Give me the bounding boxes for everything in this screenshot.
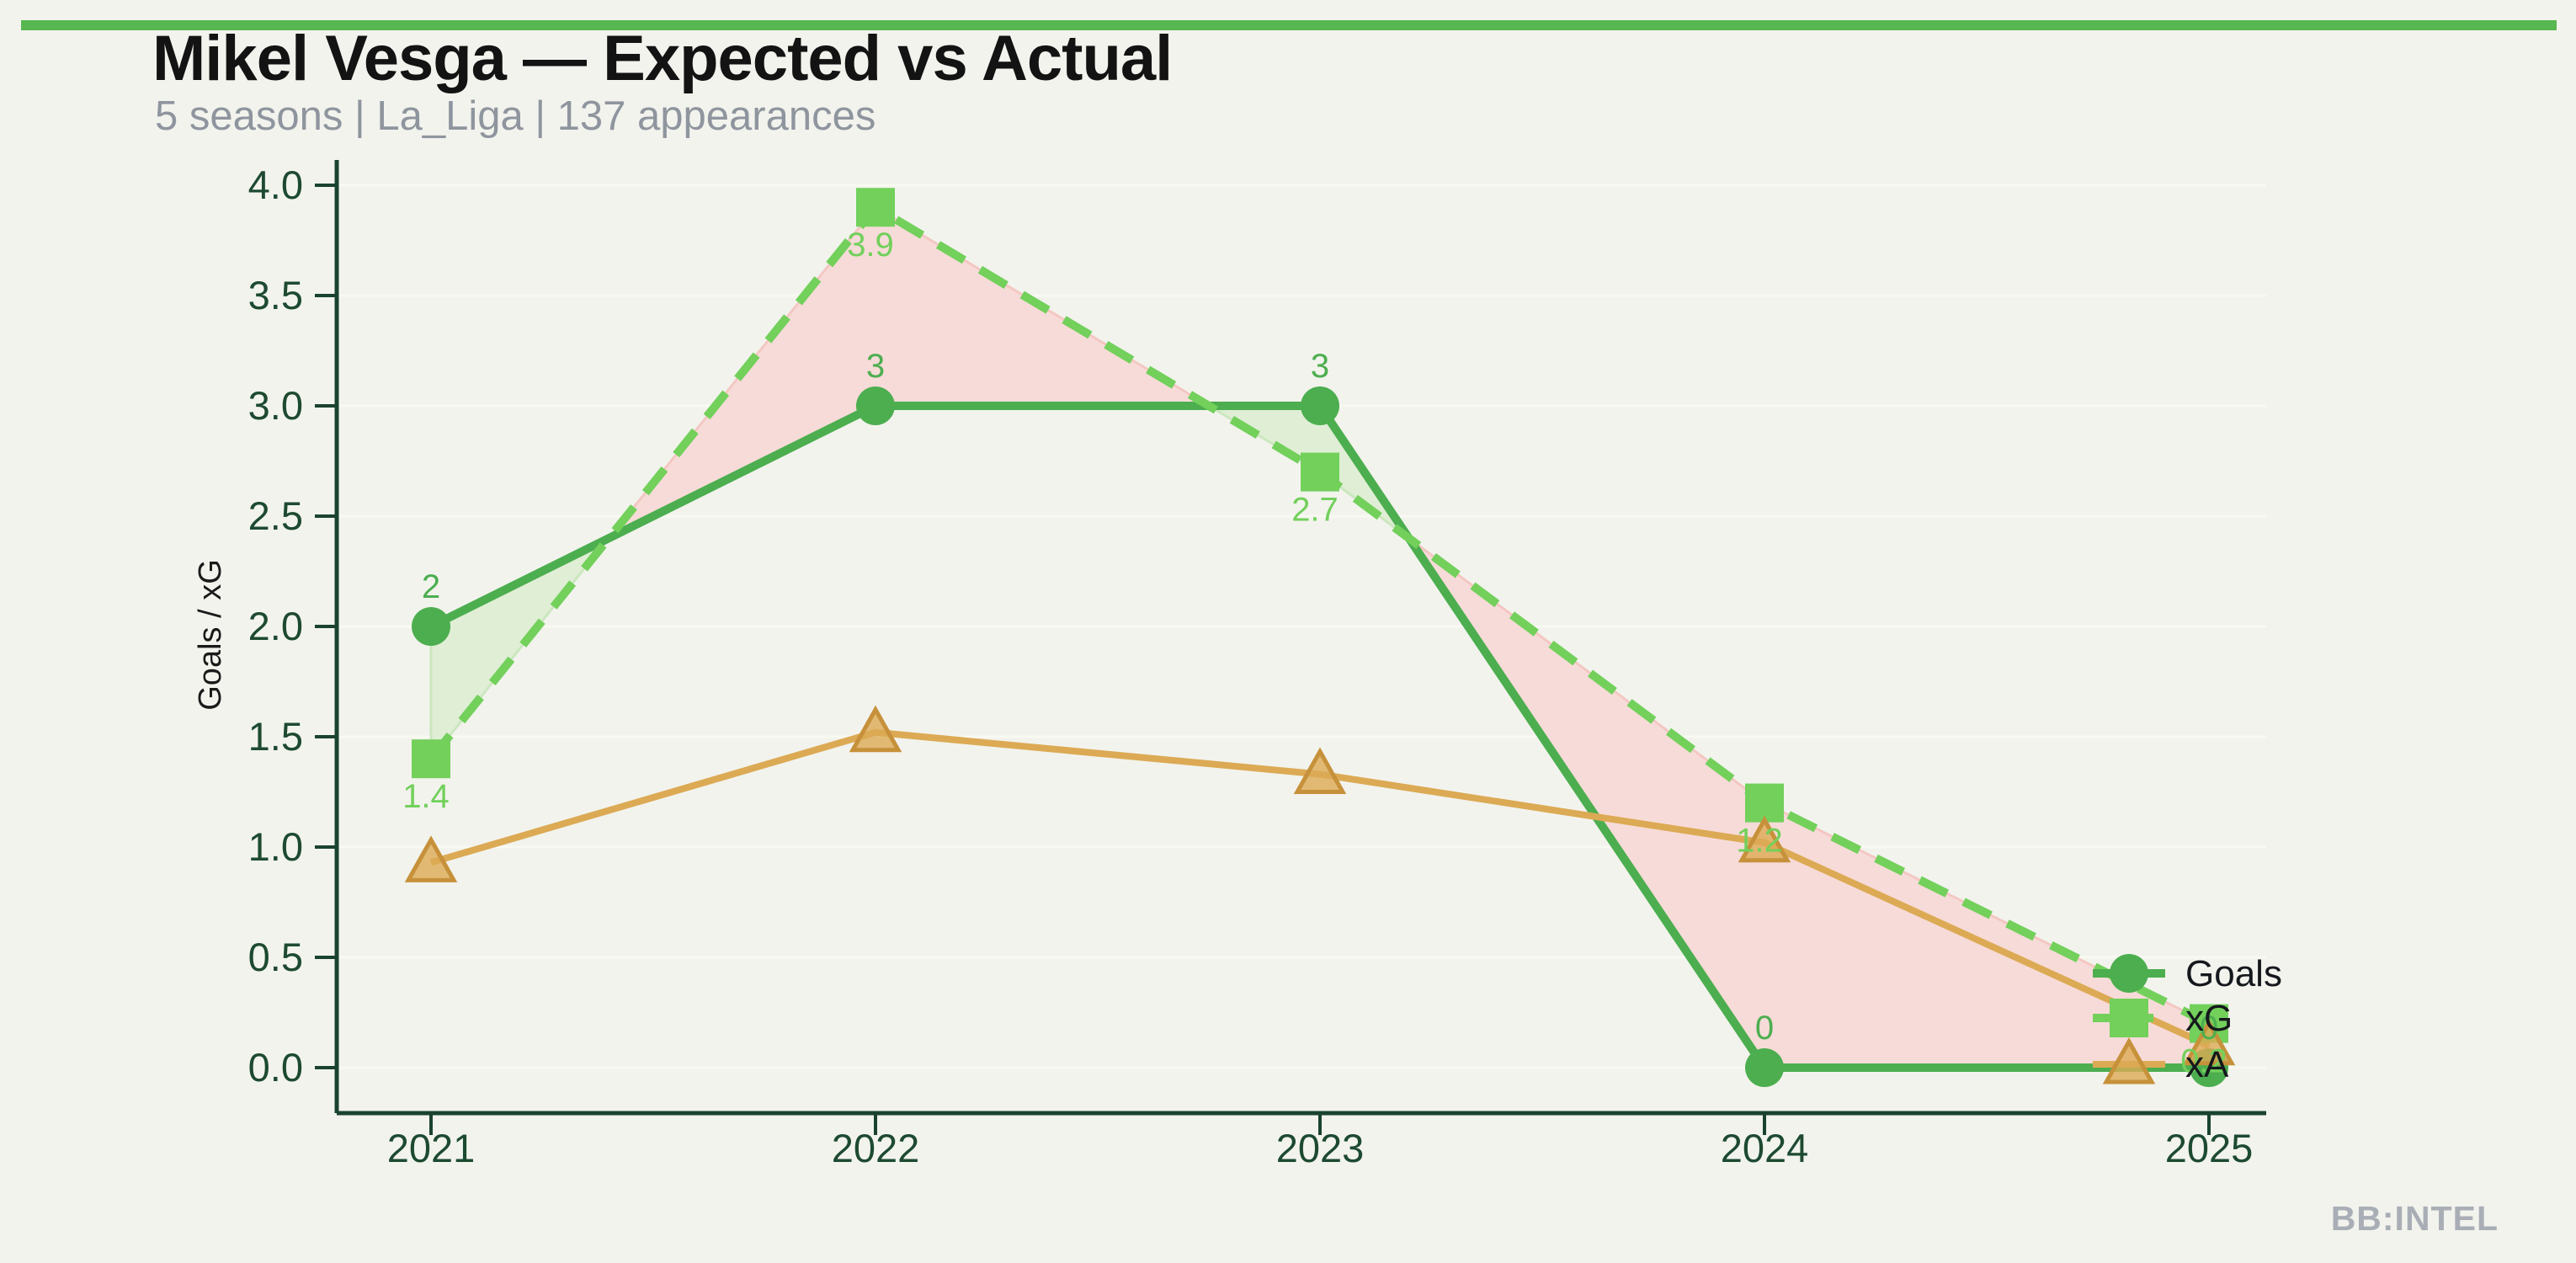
y-tick-label: 0.0 <box>248 1045 303 1090</box>
top-accent-bar <box>21 20 2557 30</box>
y-tick-label: 1.0 <box>248 824 303 869</box>
x-tick-label: 2021 <box>387 1126 476 1170</box>
y-tick-label: 1.5 <box>248 714 303 759</box>
goals-value-label: 3 <box>866 348 885 385</box>
goals-value-label: 0 <box>2200 1010 2218 1047</box>
x-tick-label: 2022 <box>832 1126 920 1170</box>
xa-marker <box>404 835 458 882</box>
goals-value-label: 0 <box>1755 1010 1774 1047</box>
legend-marker-goals <box>2110 954 2148 993</box>
goals-marker <box>1745 1048 1784 1087</box>
y-tick-label: 3.5 <box>248 273 303 317</box>
y-tick-label: 0.5 <box>248 935 303 979</box>
fill-underperformance <box>607 205 1211 540</box>
xg-marker <box>412 739 450 779</box>
watermark-logo: BB:INTEL <box>2330 1199 2499 1238</box>
x-tick-label: 2023 <box>1276 1126 1365 1170</box>
xa-marker <box>1293 747 1347 795</box>
fill-overperformance <box>429 536 610 760</box>
xa-marker <box>2182 1018 2236 1066</box>
goals-marker <box>1301 386 1339 425</box>
x-tick-label: 2025 <box>2165 1126 2254 1170</box>
xg-value-label: 3.9 <box>847 226 894 264</box>
chart-title: Mikel Vesga — Expected vs Actual <box>152 23 1173 94</box>
y-axis-title: Goals / xG <box>193 559 228 711</box>
y-tick-label: 2.5 <box>248 493 303 538</box>
xg-marker <box>856 188 895 227</box>
x-tick-label: 2024 <box>1721 1126 1809 1170</box>
xa-marker <box>849 705 902 753</box>
goals-value-label: 3 <box>1311 348 1329 385</box>
chart-subtitle: 5 seasons | La_Liga | 137 appearances <box>155 93 876 139</box>
xg-value-label: 0.2 <box>2180 1043 2227 1080</box>
goals-marker <box>856 386 895 425</box>
goals-marker <box>412 607 450 646</box>
legend-marker-xg <box>2110 999 2148 1037</box>
xg-marker <box>1301 452 1339 492</box>
legend-label-goals: Goals <box>2185 953 2282 994</box>
legend-label-xa: xA <box>2185 1044 2229 1085</box>
xg-value-label: 1.2 <box>1736 823 1783 860</box>
y-tick-label: 4.0 <box>248 163 303 207</box>
xg-value-label: 1.4 <box>402 778 450 815</box>
legend-label-xg: xG <box>2185 998 2233 1039</box>
y-tick-label: 3.0 <box>248 383 303 428</box>
xa-marker <box>1738 815 1791 863</box>
legend-marker-xa <box>2102 1037 2156 1084</box>
xg-value-label: 2.7 <box>1291 492 1339 529</box>
goals-value-label: 2 <box>422 568 440 605</box>
y-tick-label: 2.0 <box>248 604 303 648</box>
